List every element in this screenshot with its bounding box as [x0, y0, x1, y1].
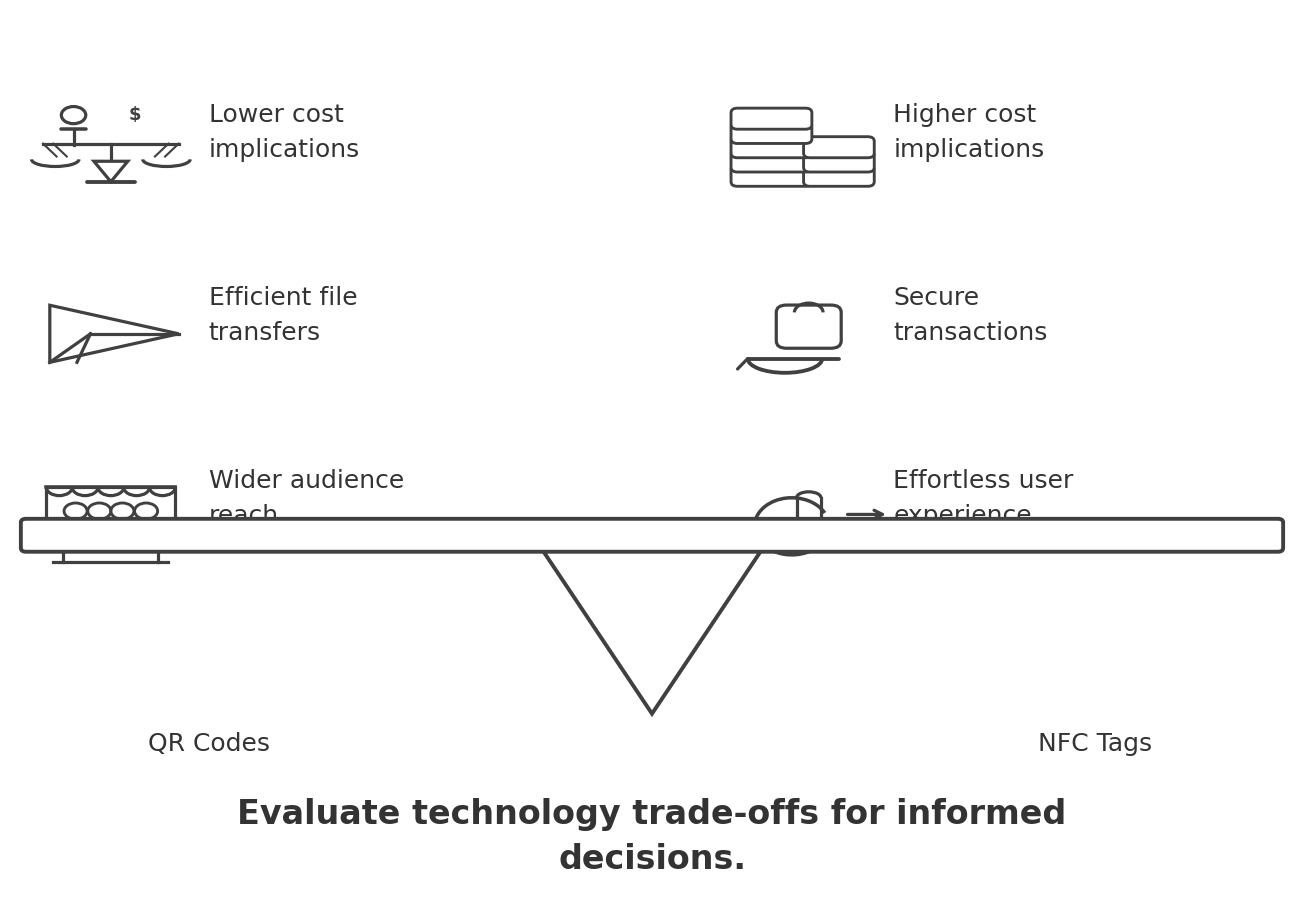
Text: NFC Tags: NFC Tags: [1038, 732, 1153, 756]
FancyBboxPatch shape: [803, 136, 874, 157]
FancyBboxPatch shape: [732, 166, 812, 187]
FancyBboxPatch shape: [803, 166, 874, 187]
Text: $: $: [128, 106, 141, 124]
FancyBboxPatch shape: [21, 519, 1283, 552]
Text: Wider audience
reach: Wider audience reach: [209, 469, 404, 528]
Text: Secure
transactions: Secure transactions: [893, 286, 1047, 345]
Text: Effortless user
experience: Effortless user experience: [893, 469, 1073, 528]
Text: Evaluate technology trade-offs for informed
decisions.: Evaluate technology trade-offs for infor…: [237, 799, 1067, 876]
Text: Efficient file
transfers: Efficient file transfers: [209, 286, 357, 345]
FancyBboxPatch shape: [732, 123, 812, 144]
Text: Higher cost
implications: Higher cost implications: [893, 103, 1045, 162]
Text: Lower cost
implications: Lower cost implications: [209, 103, 360, 162]
FancyBboxPatch shape: [732, 108, 812, 129]
Polygon shape: [541, 548, 763, 714]
Text: QR Codes: QR Codes: [147, 732, 270, 756]
FancyBboxPatch shape: [803, 151, 874, 172]
FancyBboxPatch shape: [732, 151, 812, 172]
FancyBboxPatch shape: [732, 136, 812, 157]
